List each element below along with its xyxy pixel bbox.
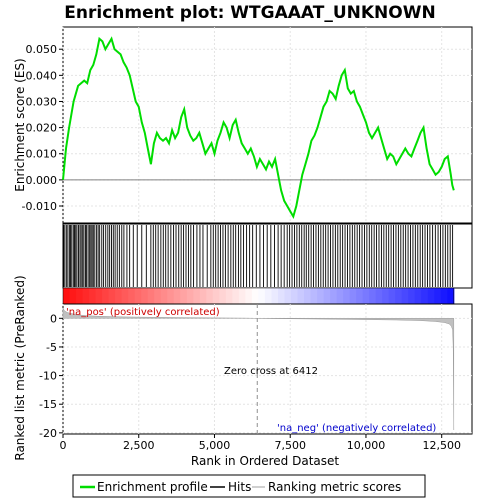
color-bar-segment — [395, 288, 403, 304]
color-bar-segment — [251, 288, 259, 304]
legend-hits-label: Hits — [228, 480, 251, 494]
color-bar-segment — [141, 288, 149, 304]
metric-y-tick-label: -20 — [39, 427, 57, 440]
color-bar-segment — [388, 288, 396, 304]
metric-y-axis: 0 -5 -10 -15 -20 — [39, 312, 63, 440]
metric-y-tick-label: -5 — [46, 341, 57, 354]
color-bar-segment — [369, 288, 377, 304]
x-tick-label: 10,000 — [347, 439, 386, 452]
metric-y-tick-label: 0 — [50, 312, 57, 325]
x-tick-label: 2,500 — [123, 439, 155, 452]
color-bar-segment — [375, 288, 383, 304]
color-bar-segment — [232, 288, 240, 304]
color-bar-segment — [147, 288, 155, 304]
metric-y-tick-label: -15 — [39, 398, 57, 411]
color-bar-segment — [356, 288, 364, 304]
legend-ranking-label: Ranking metric scores — [268, 480, 401, 494]
es-panel — [62, 26, 473, 224]
color-bar-segment — [89, 288, 97, 304]
es-y-tick-label: -0.010 — [22, 200, 57, 213]
color-bar-segment — [447, 288, 455, 304]
color-bar-segment — [180, 288, 188, 304]
color-bar-segment — [323, 288, 331, 304]
color-bar-segment — [336, 288, 344, 304]
color-bar-segment — [95, 288, 103, 304]
metric-y-axis-label: Ranked list metric (PreRanked) — [13, 275, 27, 460]
legend-enrichment-label: Enrichment profile — [97, 480, 208, 494]
ranking-metric-area — [62, 307, 455, 431]
color-bar-segment — [290, 288, 298, 304]
color-bar-segment — [167, 288, 175, 304]
x-axis-label: Rank in Ordered Dataset — [191, 454, 339, 468]
chart-title: Enrichment plot: WTGAAAT_UNKNOWN — [64, 3, 435, 23]
color-bar-segment — [440, 288, 448, 304]
es-y-tick-label: 0.010 — [26, 148, 58, 161]
x-tick-label: 7,500 — [274, 439, 306, 452]
hits-lines — [63, 225, 454, 287]
color-bar-segment — [82, 288, 90, 304]
color-bar-segment — [199, 288, 207, 304]
color-bar-segment — [362, 288, 370, 304]
color-bar-segment — [258, 288, 266, 304]
color-bar-segment — [414, 288, 422, 304]
legend-box — [72, 474, 426, 498]
color-bar-segment — [238, 288, 246, 304]
color-bar-segment — [401, 288, 409, 304]
es-y-tick-label: 0.000 — [26, 174, 58, 187]
color-bar-segment — [427, 288, 435, 304]
color-bar-segment — [382, 288, 390, 304]
color-bar-segment — [160, 288, 168, 304]
color-bar-segment — [212, 288, 220, 304]
es-y-tick-label: 0.050 — [26, 43, 58, 56]
color-bar-segment — [304, 288, 312, 304]
color-bar-segment — [317, 288, 325, 304]
color-bar-segment — [310, 288, 318, 304]
es-y-tick-label: 0.030 — [26, 95, 58, 108]
color-bar-segment — [206, 288, 214, 304]
x-tick-label: 0 — [60, 439, 67, 452]
es-y-axis-label: Enrichment score (ES) — [13, 58, 27, 191]
x-axis: 0 2,500 5,000 7,500 10,000 12,500 — [60, 434, 461, 452]
color-bar-segment — [330, 288, 338, 304]
color-bar-segment — [277, 288, 285, 304]
color-bar-segment — [69, 288, 77, 304]
zero-cross-label: Zero cross at 6412 — [224, 366, 318, 377]
color-bar-segment — [219, 288, 227, 304]
color-bar-segment — [154, 288, 162, 304]
color-bar-segment — [121, 288, 129, 304]
color-bar-segment — [349, 288, 357, 304]
color-bar-segment — [186, 288, 194, 304]
color-bar-segment — [193, 288, 201, 304]
color-bar-segment — [128, 288, 136, 304]
color-bar-segment — [173, 288, 181, 304]
color-bar-segment — [102, 288, 110, 304]
color-bar-segment — [421, 288, 429, 304]
color-bar-segment — [108, 288, 116, 304]
color-bar-segment — [343, 288, 351, 304]
color-bar-segment — [115, 288, 123, 304]
pos-correlated-label: 'na_pos' (positively correlated) — [66, 307, 220, 318]
es-y-tick-label: 0.040 — [26, 69, 58, 82]
metric-panel — [62, 303, 473, 435]
color-bar-segment — [245, 288, 253, 304]
color-bar-segment — [284, 288, 292, 304]
color-bar-segment — [225, 288, 233, 304]
neg-correlated-label: 'na_neg' (negatively correlated) — [277, 423, 436, 434]
metric-y-tick-label: -10 — [39, 370, 57, 383]
color-bar-segment — [63, 288, 71, 304]
color-bar-segment — [408, 288, 416, 304]
color-bar-segment — [271, 288, 279, 304]
color-bar-segment — [134, 288, 142, 304]
enrichment-profile-line — [62, 36, 455, 220]
rank-color-bar — [62, 287, 455, 305]
color-bar-segment — [297, 288, 305, 304]
es-y-axis: -0.010 0.000 0.010 0.020 0.030 0.040 0.050 — [22, 43, 63, 213]
color-bar-segment — [76, 288, 84, 304]
x-tick-label: 12,500 — [422, 439, 461, 452]
x-tick-label: 5,000 — [199, 439, 231, 452]
color-bar-segment — [434, 288, 442, 304]
color-bar-segment — [264, 288, 272, 304]
es-y-tick-label: 0.020 — [26, 122, 58, 135]
